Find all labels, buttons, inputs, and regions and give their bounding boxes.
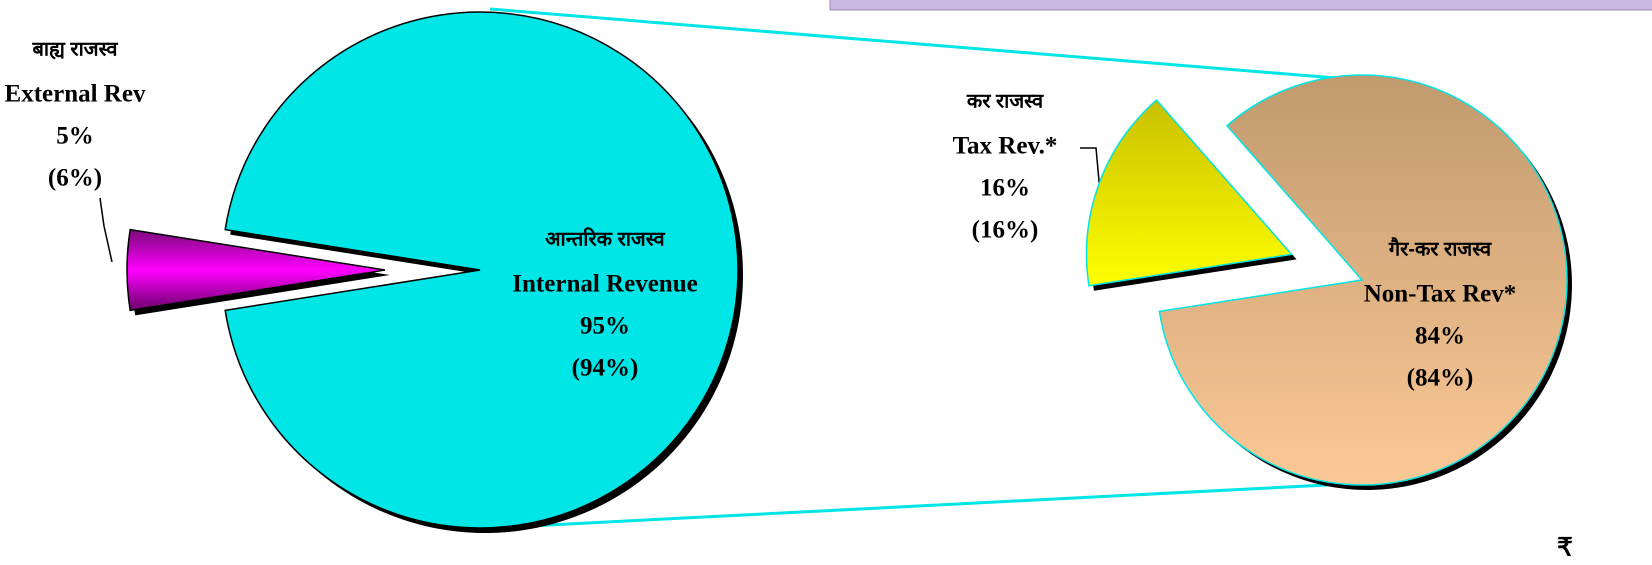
prior-value-label: (84%) — [1407, 365, 1474, 392]
slice — [126, 228, 386, 312]
prior-value-label: (6%) — [48, 165, 102, 192]
slice — [1158, 74, 1568, 486]
leader-line — [99, 197, 113, 263]
slice-label: External Rev — [5, 81, 146, 108]
slice-label-hi: बाह्य राजस्व — [32, 38, 119, 60]
slice-label-hi: गैर-कर राजस्व — [1388, 236, 1492, 260]
value-label: 5% — [56, 123, 94, 150]
pies — [126, 11, 1572, 533]
slice-label-hi: कर राजस्व — [966, 90, 1044, 112]
value-label: 16% — [980, 175, 1030, 202]
slice — [224, 11, 739, 529]
connector-line — [489, 7, 1386, 84]
slice-label: Tax Rev.* — [953, 133, 1058, 160]
slice-label: Non-Tax Rev* — [1364, 281, 1517, 308]
header-band — [829, 0, 1652, 11]
slice-label-hi: आन्तरिक राजस्व — [545, 226, 665, 250]
prior-value-label: (94%) — [572, 355, 639, 382]
labels: बाह्य राजस्व External Rev 5% (6%) आन्तरिक रा… — [5, 38, 1517, 391]
prior-value-label: (16%) — [972, 217, 1039, 244]
slice-label: Internal Revenue — [512, 271, 697, 298]
connector-line — [489, 480, 1386, 530]
value-label: 95% — [580, 313, 630, 340]
value-label: 84% — [1415, 323, 1465, 350]
slice — [1085, 99, 1293, 287]
leader-line — [1080, 147, 1101, 193]
footer-symbol: ₹ — [1557, 535, 1573, 562]
